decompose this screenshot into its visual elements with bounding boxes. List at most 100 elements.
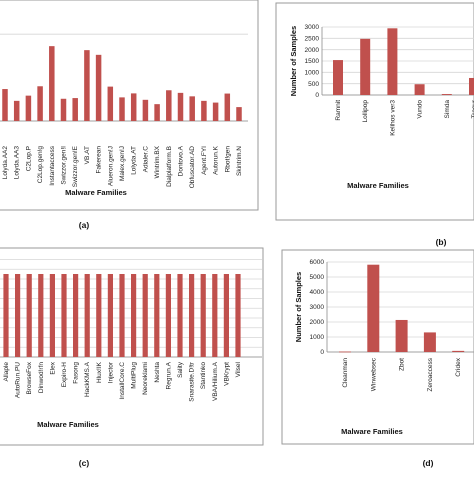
bar-a-16 [189,96,195,121]
y-tick-label: 5000 [310,274,325,281]
x-tick-label: Swizzor.gen!E [72,145,79,187]
bar-c-20 [235,274,241,357]
x-tick-label: Regrun.A [165,361,172,389]
bar-a-7 [84,50,90,122]
bar-c-7 [84,274,90,357]
x-tick-label: Malex.gen!J [119,146,126,181]
x-tick-label: Dinwod!rfn [38,362,45,393]
bar-c-12 [142,274,148,357]
bar-a-3 [37,86,43,121]
bar-d-0 [339,351,351,353]
chart-frame [0,247,264,446]
bar-a-8 [95,54,102,121]
x-tick-label: Lolyda.AA3 [14,146,21,180]
x-tick-label: C2Lop.P [25,146,32,171]
x-tick-label: Instantaccess [49,145,56,185]
x-tick-label: Adialer.C [142,146,149,173]
x-tick-label: Lollipop [362,100,369,123]
x-tick-label: Expiro-H [61,362,68,388]
y-tick-label: 2500 [305,36,320,43]
x-tick-label: Allaple [3,362,10,382]
bar-c-5 [61,274,67,357]
x-tick-label: Sality [177,361,184,378]
x-tick-label: Rbot!gen [224,146,231,173]
plot-area: Allaple AutoRun.PU BrowseFox Dinwod!rfn Elex… [0,259,262,402]
bar-b-3 [414,84,425,95]
x-tick-label: Zeroaccess [427,357,434,391]
bar-a-4 [49,46,55,121]
bar-a-18 [212,102,219,121]
chart-c: Allaple AutoRun.PU BrowseFox Dinwod!rfn Elex… [0,247,264,446]
chart-frame [0,0,259,211]
x-tick-label: VBKrypt [223,362,230,386]
bar-d-4 [452,350,465,352]
x-tick-label: Fakerean [96,146,103,174]
y-tick-label: 6000 [310,259,325,266]
bar-c-4 [49,274,55,357]
panel-caption: (b) [436,237,447,247]
x-tick-label: Ramnit [335,100,342,121]
x-tick-label: VB.AT [84,146,91,164]
bar-a-14 [166,90,172,121]
y-axis-label: Number of Samples [294,272,303,342]
x-tick-label: AutoRun.PU [15,362,22,398]
bar-a-11 [130,93,137,121]
bar-a-6 [72,98,78,121]
x-tick-label: Wintrim.BX [154,145,161,178]
x-tick-label: MultiPlug [131,362,138,389]
bar-a-1 [13,100,20,121]
bar-c-15 [177,274,183,357]
chart-a: Lolyda.AA2 Lolyda.AA3 C2Lop.P C2Lop.gen!g In… [0,0,259,211]
x-tick-label: Dontovo.A [178,145,185,176]
bar-c-19 [223,274,229,357]
x-tick-label: Lolyda.AA2 [2,146,9,180]
y-tick-label: 0 [315,92,319,99]
bar-d-1 [367,264,380,352]
x-tick-label: Autorun.K [213,145,220,175]
x-tick-label: Neshta [154,362,161,383]
bar-c-3 [38,274,44,357]
x-tick-label: Simda [444,100,451,119]
x-tick-label: Fasong [73,362,80,384]
bar-a-5 [60,98,67,121]
plot-area: Ramnit Lollipop Kelihos ver3 Vundo Simda Trac… [321,26,474,136]
bar-c-2 [26,274,32,357]
y-tick-label: 4000 [310,289,325,296]
x-tick-label: Lolyda.AT [131,146,138,175]
bar-b-1 [360,38,371,95]
bar-a-12 [142,99,149,121]
bar-a-0 [2,89,8,121]
bar-c-11 [131,274,137,357]
x-tick-label: Cridex [455,357,462,377]
bar-b-4 [441,94,452,95]
y-tick-label: 3000 [310,304,325,311]
bar-d-2 [395,319,408,352]
x-tick-label: HackKMS.A [84,361,91,397]
x-tick-label: Winwebsec [370,357,377,391]
x-tick-label: Neoreklami [142,362,149,395]
y-tick-label: 2000 [305,47,320,54]
bar-c-6 [73,274,79,357]
bar-a-10 [119,97,125,121]
x-tick-label: BrowseFox [26,361,33,394]
bar-a-17 [201,100,207,121]
panel-caption: (d) [423,458,434,468]
bar-c-0 [3,274,9,357]
x-tick-label: Injector [107,361,114,383]
x-tick-label: Alueron.gen!J [107,146,114,186]
y-axis-label: Number of Samples [289,26,298,96]
bar-c-8 [96,274,102,357]
bar-c-1 [15,274,21,357]
x-tick-label: C2Lop.gen!g [37,146,44,184]
bar-c-14 [165,274,171,357]
bar-a-20 [236,107,242,121]
x-tick-label: Kelihos ver3 [389,100,396,136]
x-tick-label: Vundo [417,100,424,119]
bar-a-9 [107,86,114,121]
x-axis-label: Malware Families [37,420,99,429]
bar-d-3 [423,332,436,352]
bar-a-13 [154,104,160,121]
chart-frame [281,249,474,445]
plot-area: Lolyda.AA2 Lolyda.AA3 C2Lop.P C2Lop.gen!g In… [0,33,248,188]
